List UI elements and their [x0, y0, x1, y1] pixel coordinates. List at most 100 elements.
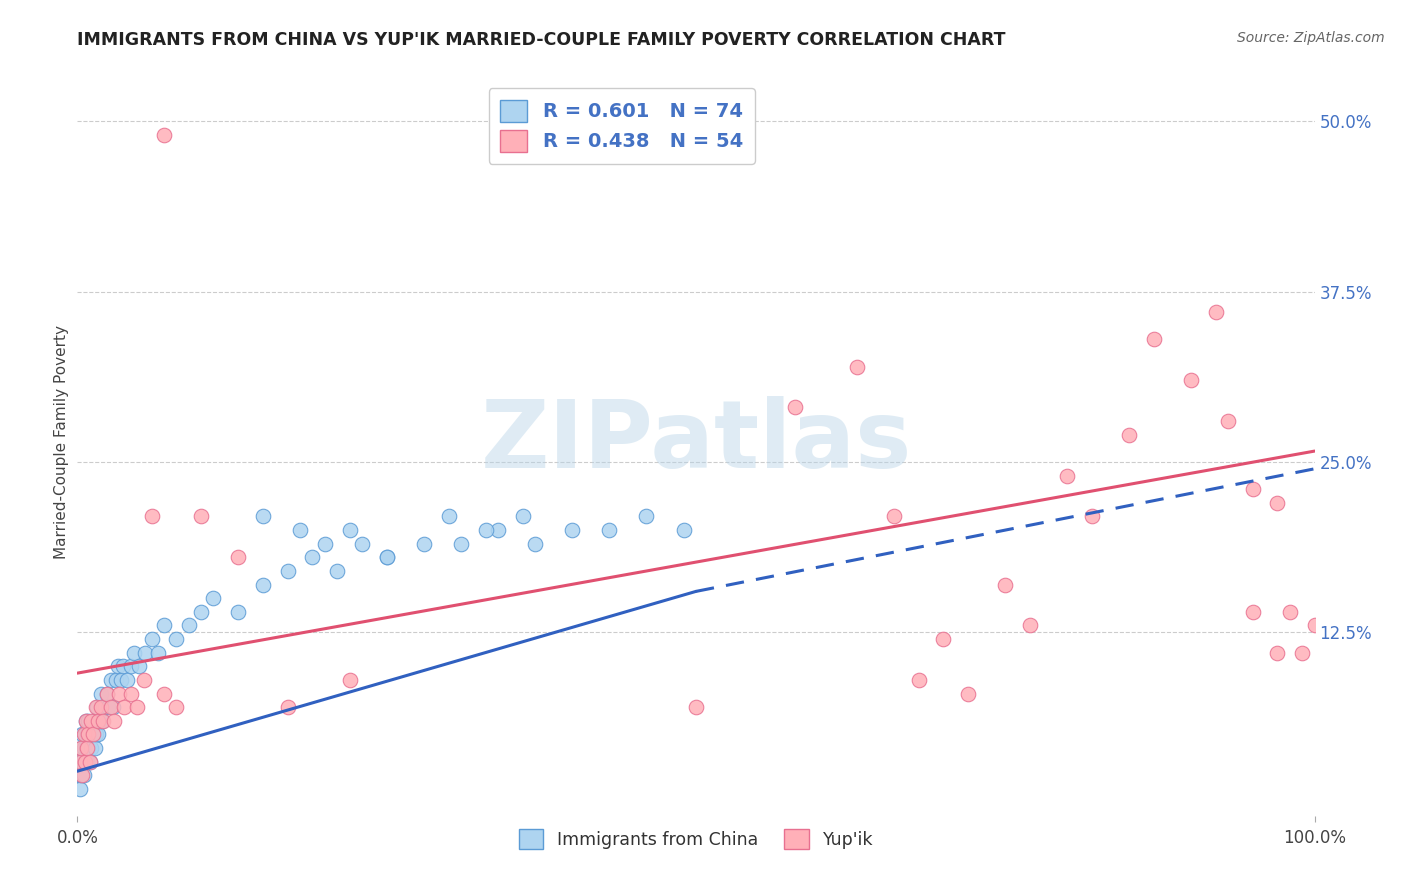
Point: [672, 523, 695, 537]
Point: [72, 755, 94, 769]
Point: [96, 687, 118, 701]
Point: [932, 632, 955, 646]
Point: [375, 550, 398, 565]
Point: [314, 537, 336, 551]
Point: [75, 741, 97, 756]
Point: [108, 687, 131, 701]
Point: [226, 550, 249, 565]
Point: [1303, 618, 1326, 632]
Point: [90, 687, 112, 701]
Point: [1019, 618, 1042, 632]
Point: [1216, 414, 1239, 428]
Point: [994, 577, 1017, 591]
Point: [165, 700, 187, 714]
Point: [1056, 468, 1078, 483]
Point: [474, 523, 496, 537]
Point: [82, 727, 104, 741]
Point: [339, 673, 361, 687]
Point: [97, 700, 120, 714]
Point: [79, 755, 101, 769]
Point: [146, 646, 169, 660]
Point: [636, 509, 658, 524]
Point: [277, 564, 299, 578]
Point: [120, 687, 142, 701]
Point: [76, 755, 98, 769]
Point: [1118, 427, 1140, 442]
Point: [82, 727, 104, 741]
Point: [1205, 305, 1227, 319]
Point: [93, 700, 115, 714]
Point: [288, 523, 311, 537]
Point: [67, 768, 90, 782]
Point: [75, 714, 97, 728]
Point: [202, 591, 225, 606]
Point: [120, 659, 142, 673]
Point: [89, 714, 111, 728]
Point: [69, 755, 91, 769]
Point: [252, 577, 274, 591]
Point: [1143, 332, 1166, 346]
Point: [79, 727, 101, 741]
Point: [115, 673, 138, 687]
Point: [190, 605, 212, 619]
Point: [598, 523, 620, 537]
Point: [72, 727, 94, 741]
Point: [128, 659, 150, 673]
Point: [153, 687, 176, 701]
Point: [80, 741, 103, 756]
Point: [72, 741, 94, 756]
Point: [110, 673, 132, 687]
Point: [350, 537, 373, 551]
Point: [153, 618, 176, 632]
Point: [412, 537, 434, 551]
Point: [73, 727, 96, 741]
Text: Source: ZipAtlas.com: Source: ZipAtlas.com: [1237, 31, 1385, 45]
Point: [84, 700, 107, 714]
Point: [72, 727, 94, 741]
Point: [375, 550, 398, 565]
Point: [301, 550, 323, 565]
Point: [86, 700, 108, 714]
Point: [91, 700, 114, 714]
Legend: Immigrants from China, Yup'ik: Immigrants from China, Yup'ik: [512, 822, 880, 856]
Point: [87, 714, 110, 728]
Point: [112, 700, 135, 714]
Point: [125, 700, 148, 714]
Point: [70, 768, 93, 782]
Point: [907, 673, 929, 687]
Point: [91, 714, 114, 728]
Point: [73, 755, 96, 769]
Point: [326, 564, 349, 578]
Point: [190, 509, 212, 524]
Point: [1180, 373, 1202, 387]
Point: [845, 359, 868, 374]
Text: ZIPatlas: ZIPatlas: [481, 395, 911, 488]
Point: [100, 673, 122, 687]
Point: [122, 646, 145, 660]
Point: [69, 781, 91, 796]
Point: [486, 523, 509, 537]
Point: [76, 727, 98, 741]
Point: [72, 768, 94, 782]
Point: [134, 646, 156, 660]
Point: [96, 687, 118, 701]
Point: [1081, 509, 1104, 524]
Point: [1241, 482, 1264, 496]
Point: [70, 741, 93, 756]
Point: [79, 755, 101, 769]
Point: [80, 714, 103, 728]
Point: [107, 659, 129, 673]
Point: [90, 700, 112, 714]
Point: [153, 128, 176, 142]
Point: [1278, 605, 1301, 619]
Point: [100, 700, 122, 714]
Point: [112, 659, 135, 673]
Point: [134, 673, 156, 687]
Point: [69, 755, 91, 769]
Point: [77, 727, 100, 741]
Point: [1267, 496, 1289, 510]
Point: [91, 714, 114, 728]
Point: [76, 741, 98, 756]
Point: [75, 714, 97, 728]
Point: [277, 700, 299, 714]
